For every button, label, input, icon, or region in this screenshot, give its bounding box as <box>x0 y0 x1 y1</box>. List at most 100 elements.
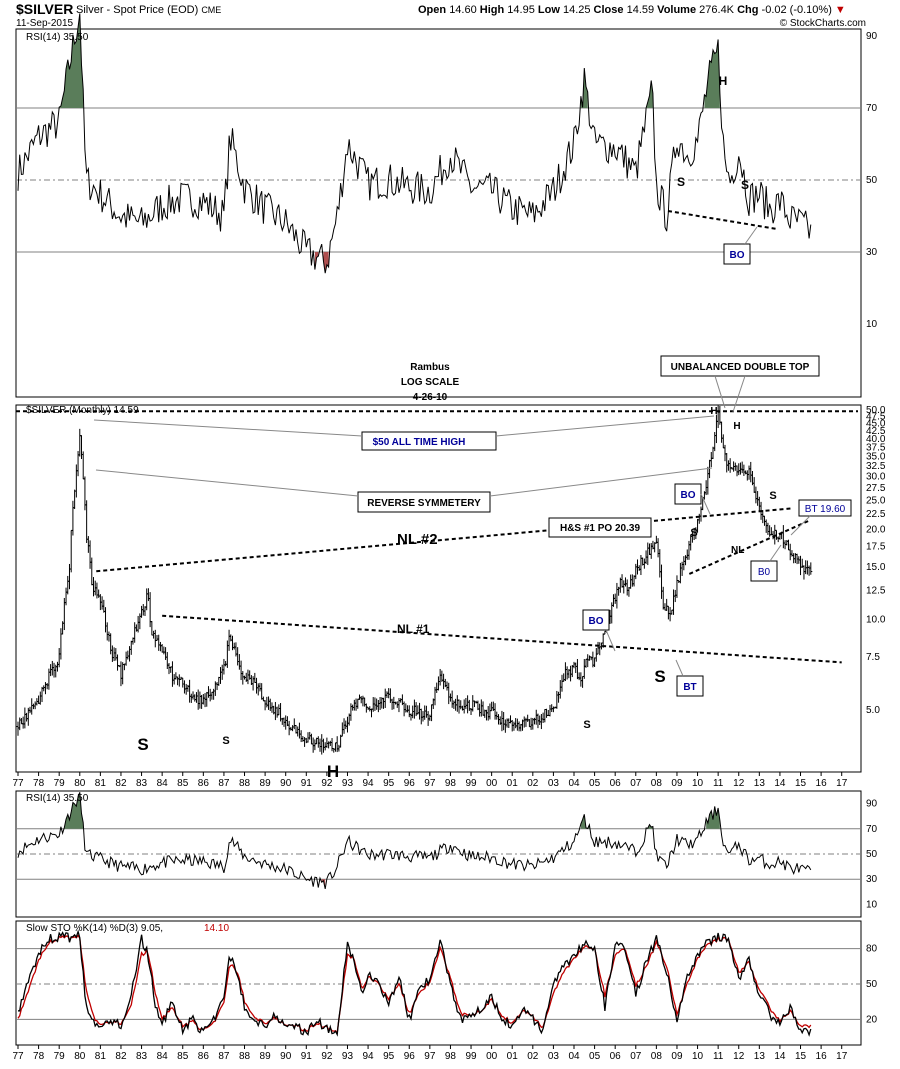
x-tick-label: 92 <box>321 1051 333 1062</box>
anno-s: S <box>654 667 665 686</box>
x-tick-label: 01 <box>507 1051 519 1062</box>
x-tick-label: 09 <box>671 778 683 789</box>
y-tick-label: 35.0 <box>866 451 886 462</box>
x-tick-label: 02 <box>527 1051 539 1062</box>
x-tick-label: 99 <box>465 778 477 789</box>
x-tick-label: 16 <box>816 778 828 789</box>
x-tick-label: 79 <box>54 1051 66 1062</box>
close-label: Close <box>593 4 624 16</box>
x-tick-label: 83 <box>136 1051 148 1062</box>
x-tick-label: 03 <box>548 778 560 789</box>
x-tick-label: 09 <box>671 1051 683 1062</box>
x-tick-label: 91 <box>301 778 313 789</box>
anno-s: S <box>583 719 590 731</box>
rsi-anno-h: H <box>719 74 728 88</box>
y-tick-label: 40.0 <box>866 434 886 445</box>
close-value: 14.59 <box>626 4 655 16</box>
callout-box <box>723 243 751 265</box>
x-tick-label: 97 <box>424 778 436 789</box>
y-tick-label: 50 <box>866 849 878 860</box>
rsi-line <box>17 13 812 274</box>
x-tick-label: 86 <box>198 1051 210 1062</box>
y-tick-label: 17.5 <box>866 542 886 553</box>
x-tick-label: 07 <box>630 778 642 789</box>
x-tick-label: 98 <box>445 1051 457 1062</box>
x-tick-label: 97 <box>424 1051 436 1062</box>
callout-pointer <box>700 493 711 515</box>
description-text: Silver - Spot Price (EOD) <box>76 4 199 16</box>
chart-date: 11-Sep-2015 <box>16 18 74 29</box>
y-tick-label: 50 <box>866 175 878 186</box>
exchange-text: CME <box>201 5 222 15</box>
x-tick-label: 87 <box>218 1051 230 1062</box>
open-value: 14.60 <box>449 4 477 16</box>
rsi-anno-s: S <box>741 178 749 192</box>
rsi-lower-label: RSI(14) 35.50 <box>26 793 89 804</box>
x-tick-label: 85 <box>177 778 189 789</box>
rsi-anno-s: S <box>677 175 685 189</box>
callout-box <box>676 675 704 697</box>
chg-value: -0.02 (-0.10%) <box>761 4 832 16</box>
x-tick-label: 94 <box>363 778 375 789</box>
low-value: 14.25 <box>562 4 591 16</box>
y-tick-label: 90 <box>866 31 878 42</box>
low-label: Low <box>537 4 560 16</box>
stoch-panel <box>15 920 862 1046</box>
callout-box <box>798 499 852 517</box>
y-tick-label: 47.5 <box>866 412 886 423</box>
copyright: © StockCharts.com <box>779 18 866 29</box>
rsi-top-panel <box>15 28 862 398</box>
x-tick-label: 14 <box>774 778 786 789</box>
x-tick-label: 11 <box>713 1051 724 1062</box>
callout-box <box>660 355 820 377</box>
x-tick-label: 01 <box>507 778 519 789</box>
x-tick-label: 86 <box>198 778 210 789</box>
x-tick-label: 80 <box>74 1051 86 1062</box>
x-tick-label: 00 <box>486 778 498 789</box>
rsi-anno-bo: BO <box>730 250 745 261</box>
stoch-label: Slow STO %K(14) %D(3) 9.05, <box>26 923 163 934</box>
y-tick-label: 45.0 <box>866 419 886 430</box>
anno-h: H <box>733 421 740 432</box>
x-tick-label: 05 <box>589 1051 601 1062</box>
open-label: Open <box>418 4 447 16</box>
x-tick-label: 04 <box>568 1051 580 1062</box>
close-x-icon[interactable]: ▼ <box>834 4 846 16</box>
anno-reverse-symmetery: REVERSE SYMMETERY <box>367 498 481 509</box>
anno-b0: B0 <box>758 567 771 578</box>
callout-box <box>548 517 652 538</box>
x-tick-label: 85 <box>177 1051 189 1062</box>
callout-pointer <box>714 375 726 409</box>
x-tick-label: 90 <box>280 1051 292 1062</box>
y-tick-label: 20.0 <box>866 524 886 535</box>
x-tick-label: 81 <box>95 778 107 789</box>
rsi-trendline <box>667 210 778 230</box>
volume-value: 276.4K <box>699 4 735 16</box>
x-tick-label: 90 <box>280 778 292 789</box>
rsi-top-label: RSI(14) 35.50 <box>26 32 89 43</box>
neckline-1 <box>162 614 842 664</box>
x-tick-label: 13 <box>754 1051 766 1062</box>
y-tick-label: 7.5 <box>866 652 880 663</box>
overbought-fill <box>580 67 588 108</box>
callout-pointer <box>790 515 811 536</box>
chg-label: Chg <box>737 4 759 16</box>
x-tick-label: 04 <box>568 778 580 789</box>
neckline-2 <box>96 507 793 573</box>
callout-box <box>361 431 497 451</box>
x-tick-label: 02 <box>527 778 539 789</box>
overbought-fill <box>706 806 720 829</box>
x-tick-label: 98 <box>445 778 457 789</box>
anno-unbalanced-double-top: UNBALANCED DOUBLE TOP <box>671 362 810 373</box>
x-tick-label: 96 <box>404 778 416 789</box>
x-tick-label: 89 <box>260 778 272 789</box>
y-tick-label: 15.0 <box>866 562 886 573</box>
x-tick-label: 78 <box>33 778 45 789</box>
x-tick-label: 07 <box>630 1051 642 1062</box>
callout-pointer <box>605 629 616 652</box>
x-tick-label: 82 <box>115 778 127 789</box>
anno-bt-1960: BT 19.60 <box>805 504 846 515</box>
stoch-d-label: 14.10 <box>204 923 229 934</box>
x-tick-label: 12 <box>733 778 745 789</box>
